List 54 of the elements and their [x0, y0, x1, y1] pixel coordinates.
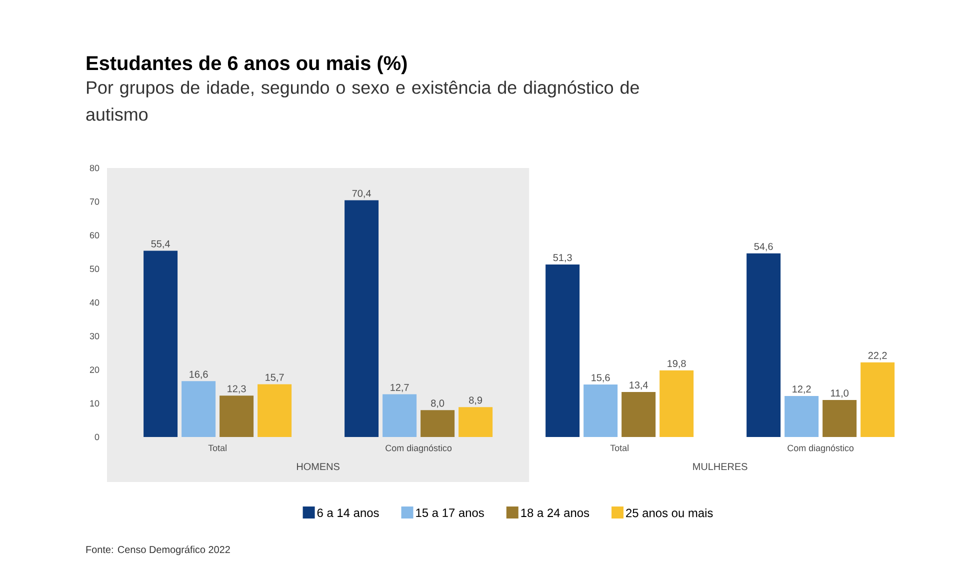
data-label: 15,7	[266, 374, 284, 382]
data-label: 8,0	[431, 400, 444, 408]
data-label: 8,9	[469, 396, 482, 405]
x-tick-label: Total	[208, 444, 226, 452]
y-tick-label: 0	[94, 434, 100, 440]
y-tick-label: 10	[90, 400, 100, 407]
bar	[860, 362, 895, 437]
bar	[546, 264, 580, 437]
bar	[584, 384, 618, 437]
data-label: 51,3	[553, 254, 572, 262]
text: HOMENS	[297, 463, 340, 470]
legend-label: 6 a 14 anos	[317, 508, 379, 518]
y-tick-label: 80	[90, 164, 100, 172]
x-tick-label: Com diagnóstico	[386, 444, 452, 453]
data-label: 15,6	[592, 374, 610, 382]
bar	[382, 394, 417, 437]
legend-label: 15 a 17 anos	[416, 508, 484, 517]
data-label: 70,4	[352, 190, 371, 198]
bar	[344, 200, 379, 437]
chart-title: Estudantes de 6 anos ou mais (%)	[86, 56, 407, 74]
bar	[822, 400, 857, 437]
data-label: 19,8	[668, 360, 686, 368]
source-note: Fonte: Censo Demográfico 2022	[86, 546, 230, 556]
data-label: 12,7	[390, 384, 409, 392]
data-label: 22,2	[868, 352, 887, 360]
data-label: 12,3	[228, 385, 246, 394]
y-tick-label: 20	[90, 366, 100, 373]
y-tick-label: 30	[90, 332, 100, 340]
data-label: 55,4	[151, 240, 170, 249]
bar	[746, 253, 781, 437]
data-label: 13,4	[630, 382, 648, 390]
data-label: 11,0	[831, 390, 848, 398]
y-tick-label: 40	[90, 299, 100, 306]
x-tick-label: Com diagnóstico	[788, 444, 854, 453]
text: MULHERES	[693, 463, 748, 470]
data-label: 54,6	[754, 242, 773, 252]
y-tick-label: 60	[90, 232, 100, 238]
x-tick-label: Total	[610, 444, 628, 452]
bar	[144, 250, 178, 437]
y-tick-label: 70	[90, 198, 100, 205]
bar	[258, 384, 292, 437]
data-label: 12,2	[792, 386, 811, 394]
bar	[784, 396, 819, 437]
bar	[182, 381, 216, 437]
y-tick-label: 50	[90, 266, 100, 272]
legend-label: 18 a 24 anos	[521, 508, 590, 518]
bar	[458, 407, 493, 437]
legend-label: 25 anos ou mais	[626, 508, 713, 518]
bar	[420, 410, 455, 437]
bar	[660, 370, 694, 437]
bar	[622, 392, 656, 437]
data-label: 16,6	[190, 370, 208, 379]
bar	[220, 396, 254, 437]
chart-subtitle: Por grupos de idade, segundo o sexo e existência de diagnóstico de autismo	[86, 80, 639, 121]
